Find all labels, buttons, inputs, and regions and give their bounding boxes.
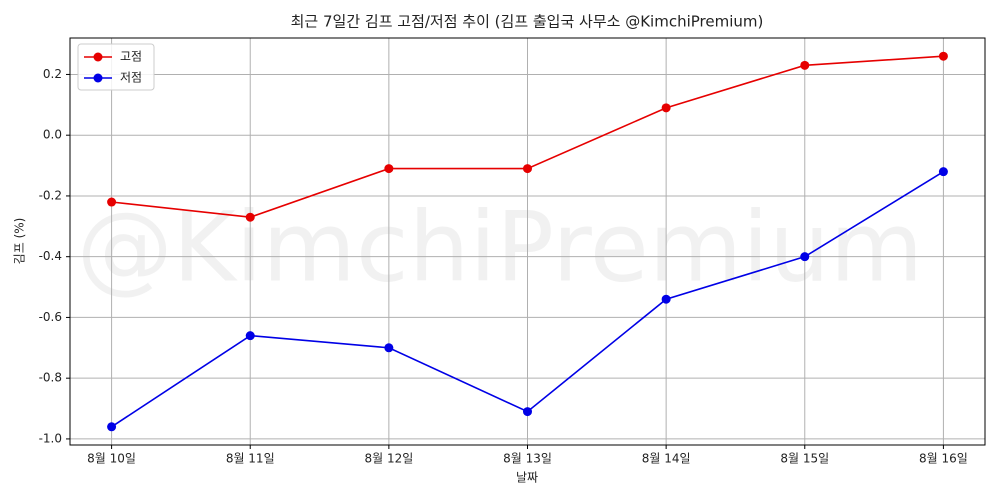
data-point: [661, 103, 671, 113]
x-tick-label: 8월 16일: [919, 452, 968, 466]
x-tick-label: 8월 15일: [780, 452, 829, 466]
x-tick-label: 8월 14일: [642, 452, 691, 466]
data-point: [523, 164, 532, 174]
data-point: [107, 422, 117, 432]
legend-label: 저점: [120, 71, 142, 85]
data-point: [938, 167, 948, 177]
data-point: [523, 407, 532, 417]
legend-label: 고점: [120, 50, 142, 64]
x-tick-label: 8월 12일: [364, 452, 413, 466]
y-tick-label: -0.2: [39, 188, 62, 202]
watermark: @KimchiPremium: [77, 191, 924, 303]
data-point: [938, 51, 948, 61]
y-axis-label: 김프 (%): [13, 218, 27, 265]
x-tick-label: 8월 10일: [87, 452, 136, 466]
y-tick-label: -0.6: [39, 310, 62, 324]
x-axis-label: 날짜: [516, 471, 538, 485]
y-tick-label: -1.0: [39, 431, 62, 445]
data-point: [661, 294, 671, 304]
y-tick-label: 0.2: [43, 67, 62, 81]
data-point: [384, 343, 394, 353]
chart-title: 최근 7일간 김프 고점/저점 추이 (김프 출입국 사무소 @KimchiPr…: [291, 13, 764, 31]
plot-frame: [69, 37, 986, 446]
y-tick-label: -0.8: [39, 371, 62, 385]
y-tick-label: 0.0: [43, 128, 62, 142]
legend-marker: [93, 52, 103, 62]
data-point: [107, 197, 117, 207]
data-point: [384, 164, 394, 174]
data-point: [245, 331, 255, 341]
data-point: [245, 212, 255, 222]
data-point: [800, 252, 810, 262]
legend-box: [77, 43, 155, 91]
y-tick-label: -0.4: [39, 249, 62, 263]
data-point: [800, 60, 810, 70]
x-tick-label: 8월 11일: [226, 452, 275, 466]
legend-marker: [93, 73, 103, 83]
x-tick-label: 8월 13일: [503, 452, 552, 466]
